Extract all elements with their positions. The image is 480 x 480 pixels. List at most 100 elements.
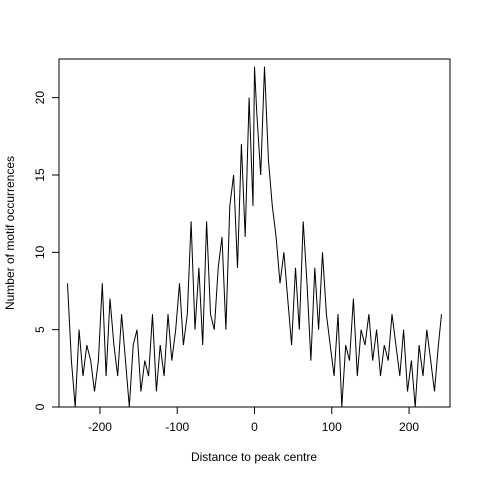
- data-point: [117, 376, 118, 377]
- data-point: [438, 345, 439, 346]
- data-point: [254, 66, 255, 67]
- data-point: [411, 360, 412, 361]
- x-tick-label: 100: [322, 420, 342, 434]
- data-point: [198, 267, 199, 268]
- data-point: [241, 144, 242, 145]
- data-point: [330, 345, 331, 346]
- data-point: [121, 314, 122, 315]
- data-point: [272, 205, 273, 206]
- data-point: [183, 345, 184, 346]
- data-point: [415, 406, 416, 407]
- data-point: [395, 345, 396, 346]
- data-point: [252, 205, 253, 206]
- data-point: [102, 283, 103, 284]
- data-point: [295, 267, 296, 268]
- data-point: [368, 314, 369, 315]
- data-point: [279, 283, 280, 284]
- data-point: [434, 391, 435, 392]
- data-point: [67, 283, 68, 284]
- data-point: [206, 221, 207, 222]
- data-point: [334, 376, 335, 377]
- data-point: [71, 360, 72, 361]
- data-point: [113, 345, 114, 346]
- data-point: [403, 329, 404, 330]
- data-point: [388, 360, 389, 361]
- data-point: [194, 329, 195, 330]
- data-point: [291, 345, 292, 346]
- data-point: [268, 159, 269, 160]
- data-point: [86, 345, 87, 346]
- data-point: [214, 329, 215, 330]
- data-point: [399, 376, 400, 377]
- data-point: [221, 236, 222, 237]
- data-point: [160, 345, 161, 346]
- data-point: [376, 329, 377, 330]
- data-point: [303, 221, 304, 222]
- data-point: [249, 97, 250, 98]
- data-point: [407, 391, 408, 392]
- x-tick-label: 200: [399, 420, 419, 434]
- data-point: [75, 406, 76, 407]
- data-point: [361, 329, 362, 330]
- data-point: [306, 283, 307, 284]
- data-point: [237, 267, 238, 268]
- data-point: [372, 360, 373, 361]
- data-point: [79, 329, 80, 330]
- data-point: [380, 376, 381, 377]
- data-point: [419, 345, 420, 346]
- data-point: [94, 391, 95, 392]
- data-point: [426, 329, 427, 330]
- data-point: [225, 329, 226, 330]
- data-point: [260, 174, 261, 175]
- data-point: [322, 252, 323, 253]
- data-point: [314, 267, 315, 268]
- data-point: [384, 345, 385, 346]
- data-point: [133, 345, 134, 346]
- data-point: [187, 314, 188, 315]
- data-point: [353, 298, 354, 299]
- data-point: [136, 329, 137, 330]
- data-point: [171, 360, 172, 361]
- data-point: [144, 360, 145, 361]
- data-point: [299, 329, 300, 330]
- data-point: [156, 391, 157, 392]
- data-point: [164, 376, 165, 377]
- y-tick-label: 5: [33, 326, 47, 333]
- data-point: [129, 406, 130, 407]
- data-point: [191, 221, 192, 222]
- y-tick-label: 20: [33, 91, 47, 105]
- data-point: [341, 406, 342, 407]
- data-point: [218, 267, 219, 268]
- data-point: [283, 252, 284, 253]
- x-axis: -200 -100 0 100 200: [88, 407, 419, 434]
- data-point: [109, 298, 110, 299]
- data-point: [106, 376, 107, 377]
- x-tick-label: 0: [251, 420, 258, 434]
- data-point: [152, 314, 153, 315]
- data-point: [287, 298, 288, 299]
- data-point: [391, 314, 392, 315]
- data-point: [140, 391, 141, 392]
- data-point: [98, 360, 99, 361]
- data-point: [125, 360, 126, 361]
- data-point: [264, 66, 265, 67]
- data-point: [202, 345, 203, 346]
- data-point: [357, 376, 358, 377]
- data-point: [276, 236, 277, 237]
- data-point: [256, 113, 257, 114]
- y-axis: 0 5 10 15 20: [33, 91, 59, 410]
- x-tick-label: -100: [165, 420, 189, 434]
- data-point: [422, 376, 423, 377]
- data-point: [229, 205, 230, 206]
- data-point: [179, 283, 180, 284]
- series-group: [67, 66, 442, 408]
- data-point: [233, 174, 234, 175]
- y-tick-label: 0: [33, 403, 47, 410]
- data-point: [345, 345, 346, 346]
- data-point: [441, 314, 442, 315]
- data-point: [210, 314, 211, 315]
- data-point: [318, 329, 319, 330]
- series-line: [67, 66, 442, 408]
